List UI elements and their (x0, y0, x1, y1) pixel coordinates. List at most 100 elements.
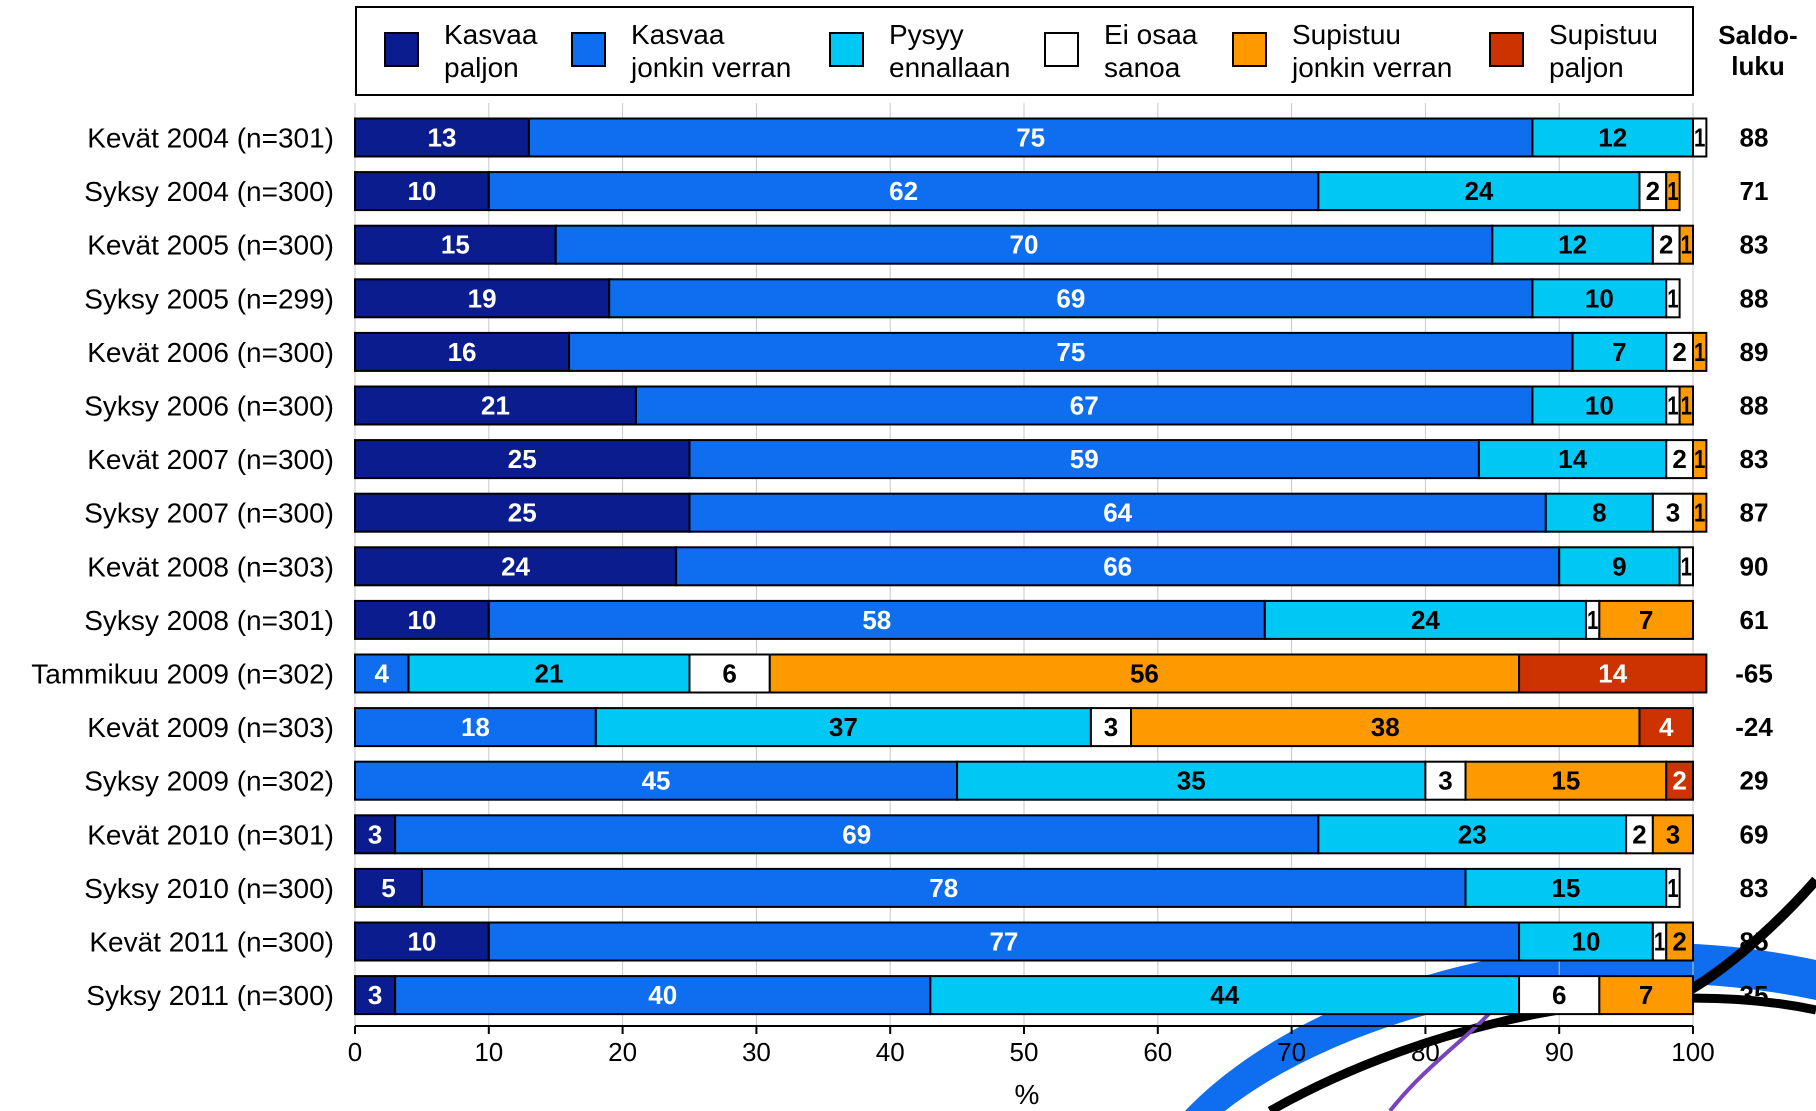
bar-row: 10 58 24 1 7 (354, 599, 1694, 640)
bar-value-label: 7 (1612, 337, 1626, 367)
bar-segment (1531, 385, 1668, 426)
x-axis-title: % (1015, 1079, 1040, 1110)
bar-row: 10 77 10 1 2 (354, 921, 1694, 962)
bar-value-label: 70 (1010, 230, 1039, 260)
bar-value-label: 14 (1598, 659, 1627, 689)
bar-value-label: 78 (929, 873, 958, 903)
bar-value-label: 66 (1103, 551, 1132, 581)
bar-value-label: 10 (1571, 927, 1600, 957)
bar-segment (354, 653, 410, 694)
bar-segment (1692, 439, 1708, 480)
saldo-value: 87 (1740, 498, 1769, 528)
bar-value-label: 62 (889, 176, 918, 206)
category-label: Kevät 2006 (n=300) (87, 337, 334, 368)
category-label: Syksy 2004 (n=300) (84, 176, 334, 207)
saldo-value: 29 (1740, 766, 1769, 796)
saldo-value: 88 (1740, 283, 1769, 313)
x-tick-label: 50 (1010, 1037, 1039, 1067)
x-axis: 0 10 20 30 40 50 60 70 80 90 100% (348, 1025, 1715, 1110)
saldo-value: 88 (1740, 391, 1769, 421)
bar-segment (407, 653, 691, 694)
bar-segment (354, 278, 611, 319)
bar-segment (1638, 707, 1694, 748)
legend-label: ennallaan (889, 52, 1010, 83)
bar-value-label: 69 (1056, 283, 1085, 313)
bar-segment (1665, 867, 1681, 908)
bar-segment (634, 385, 1534, 426)
bar-segment (1692, 331, 1708, 372)
legend-swatch (1044, 32, 1079, 67)
bar-value-label: 13 (428, 123, 457, 153)
bar-value-label: 2 (1672, 766, 1686, 796)
x-tick-label: 100 (1671, 1037, 1714, 1067)
bar-segment (1491, 224, 1654, 265)
bar-segment (1665, 278, 1681, 319)
bar-value-label: 1 (1587, 605, 1598, 635)
bar-value-label: 1 (1654, 927, 1665, 957)
bar-row: 24 66 9 1 (354, 546, 1694, 587)
bar-segment (688, 653, 771, 694)
category-label: Syksy 2005 (n=299) (84, 283, 334, 314)
saldo-header: luku (1731, 51, 1784, 81)
bar-segment (1651, 492, 1694, 533)
bar-row: 25 59 14 2 1 (354, 439, 1708, 480)
bar-value-label: 14 (1558, 444, 1587, 474)
bar-value-label: 64 (1103, 498, 1132, 528)
saldo-value: 89 (1740, 337, 1769, 367)
bar-value-label: 3 (1104, 712, 1118, 742)
bar-segment (1625, 814, 1654, 855)
x-tick-label: 10 (474, 1037, 503, 1067)
bar-row: 25 64 8 3 1 (354, 492, 1708, 533)
bar-value-label: 24 (1411, 605, 1440, 635)
category-label: Kevät 2004 (n=301) (87, 123, 334, 154)
bar-value-label: 2 (1672, 337, 1686, 367)
category-label: Syksy 2010 (n=300) (84, 873, 334, 904)
bar-segment (1544, 492, 1654, 533)
bar-segment (1424, 760, 1467, 801)
bar-segment (688, 439, 1480, 480)
bar-value-label: 75 (1016, 123, 1045, 153)
legend-label: Supistuu (1292, 19, 1401, 50)
bar-segment (1317, 814, 1628, 855)
saldo-value: 61 (1740, 605, 1769, 635)
bar-value-label: 1 (1681, 230, 1692, 260)
bar-value-label: 1 (1667, 283, 1678, 313)
saldo-column: 88 71 83 88 89 88 83 87 90 61 -65 -24 29 69 83 85 35 Sald… (1718, 20, 1797, 1010)
bar-value-label: 10 (1585, 283, 1614, 313)
bar-value-label: 24 (1464, 176, 1493, 206)
bar-value-label: 40 (648, 980, 677, 1010)
bar-value-label: 45 (642, 766, 671, 796)
category-label: Syksy 2008 (n=301) (84, 605, 334, 636)
bar-segment (1598, 975, 1694, 1016)
bar-segment (354, 439, 691, 480)
bar-segment (956, 760, 1427, 801)
bar-value-label: 12 (1558, 230, 1587, 260)
bar-value-label: 4 (375, 659, 390, 689)
legend-label: sanoa (1104, 52, 1181, 83)
bar-value-label: 24 (501, 551, 530, 581)
x-tick-label: 40 (876, 1037, 905, 1067)
bar-value-label: 3 (1666, 498, 1680, 528)
bar-segment (1692, 117, 1708, 158)
bar-value-label: 1 (1694, 498, 1705, 528)
bar-value-label: 1 (1694, 123, 1705, 153)
bar-segment (1317, 171, 1641, 212)
bar-segment (354, 385, 637, 426)
legend-label: paljon (444, 52, 519, 83)
saldo-value: 69 (1740, 819, 1769, 849)
bar-segment (1665, 171, 1681, 212)
category-label: Kevät 2011 (n=300) (89, 927, 334, 958)
bar-segment (354, 599, 490, 640)
saldo-value: 71 (1740, 176, 1769, 206)
bar-segment (1464, 867, 1668, 908)
bar-segment (354, 492, 691, 533)
bar-segment (1558, 546, 1681, 587)
legend-swatch (1489, 32, 1524, 67)
bar-value-label: 44 (1210, 980, 1239, 1010)
bar-row: 3 40 44 6 7 (354, 975, 1694, 1016)
bar-segment (354, 921, 490, 962)
bar-value-label: 23 (1458, 819, 1487, 849)
bar-row: 15 70 12 2 1 (354, 224, 1694, 265)
bar-value-label: 1 (1667, 873, 1678, 903)
bar-value-label: 7 (1639, 980, 1653, 1010)
